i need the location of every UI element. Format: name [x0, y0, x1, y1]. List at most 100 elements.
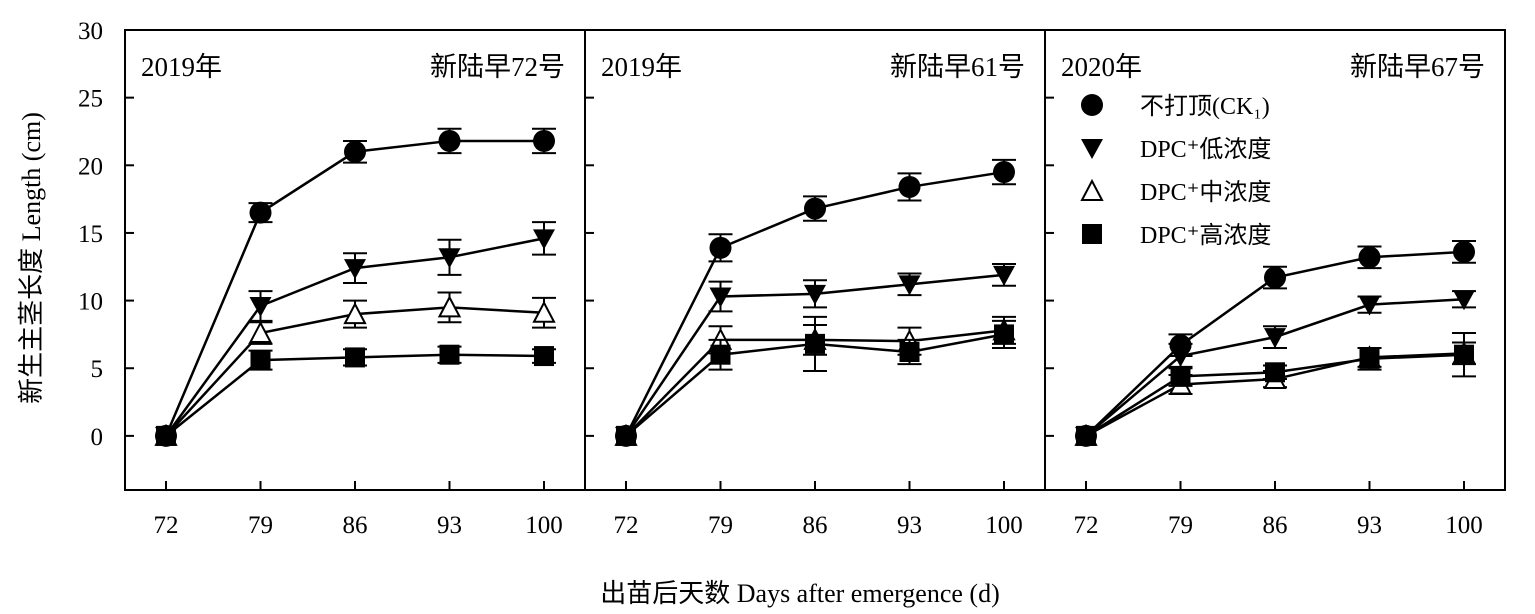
triangle-down-marker — [804, 284, 826, 305]
circle-marker — [898, 175, 921, 198]
circle-marker — [709, 236, 732, 259]
data-point — [1264, 266, 1286, 289]
triangle-down-marker — [709, 287, 732, 308]
data-point — [1453, 240, 1475, 263]
data-point — [1358, 246, 1381, 269]
circle-marker — [249, 201, 272, 224]
y-tick-label: 25 — [78, 86, 103, 113]
y-tick-label: 5 — [91, 356, 104, 383]
data-point — [709, 236, 732, 259]
series-1 — [155, 127, 556, 447]
series-4 — [1076, 332, 1476, 446]
y-axis-title: 新生主茎长度 Length (cm) — [17, 112, 46, 404]
x-tick-label: 100 — [525, 512, 563, 539]
y-tick-label: 15 — [78, 221, 103, 248]
legend-entry-3: DPC⁺中浓度 — [1080, 178, 1271, 206]
data-point — [994, 324, 1014, 345]
triangle-up-marker — [1080, 178, 1104, 201]
legend: 不打顶(CK₁) DPC⁺低浓度 DPC⁺中浓度 DPC⁺高浓度 — [1080, 93, 1271, 249]
x-tick-label: 79 — [708, 512, 733, 539]
chart-panels: 0 5 10 15 20 25 30 72 79 86 93 100 2019年 新陆早72号 72 79 86… — [78, 18, 1506, 539]
circle-marker — [438, 129, 461, 152]
circle-marker — [1453, 240, 1475, 263]
data-point — [438, 129, 461, 152]
data-point — [439, 344, 460, 365]
data-point — [804, 197, 826, 220]
x-tick-label: 100 — [985, 512, 1023, 539]
y-tick-label: 30 — [78, 18, 103, 45]
triangle-down-marker — [438, 248, 461, 269]
triangle-down-marker — [249, 297, 272, 317]
panel-year-label: 2019年 — [601, 52, 682, 82]
circle-marker — [344, 140, 366, 163]
square-marker — [1454, 344, 1474, 365]
square-marker — [710, 344, 731, 365]
data-point — [898, 175, 921, 198]
x-tick-label: 100 — [1445, 512, 1483, 539]
square-marker — [534, 346, 554, 367]
circle-marker — [1358, 246, 1381, 269]
data-point — [898, 275, 921, 296]
data-point — [343, 301, 367, 325]
x-tick-label: 79 — [1168, 512, 1193, 539]
triangle-up-marker — [532, 300, 556, 323]
series-2 — [155, 221, 556, 447]
square-marker — [345, 347, 365, 368]
triangle-down-marker — [1169, 347, 1192, 368]
square-marker — [899, 342, 920, 362]
data-point — [249, 201, 272, 224]
data-point — [437, 295, 462, 318]
legend-label: DPC⁺中浓度 — [1140, 179, 1271, 206]
x-tick-label: 72 — [1074, 512, 1099, 539]
panel-1: 72 79 86 93 100 2019年 新陆早72号 — [141, 52, 565, 539]
x-axis-title: 出苗后天数 Days after emergence (d) — [600, 579, 999, 608]
circle-marker — [1081, 94, 1103, 116]
data-point — [1359, 348, 1380, 369]
x-tick-label: 93 — [1357, 512, 1382, 539]
y-tick-label: 20 — [78, 153, 103, 180]
data-point — [250, 350, 271, 371]
data-point — [709, 287, 732, 308]
square-marker — [994, 324, 1014, 345]
data-point — [533, 129, 555, 152]
square-marker — [1265, 362, 1285, 383]
data-point — [1358, 295, 1381, 316]
data-point — [1264, 328, 1286, 349]
data-point — [805, 333, 825, 354]
x-tick-label: 86 — [1263, 512, 1288, 539]
square-marker — [156, 425, 176, 446]
data-point — [344, 140, 366, 163]
data-point — [616, 425, 636, 446]
x-tick-label: 72 — [614, 512, 639, 539]
square-marker — [250, 350, 271, 371]
panel-2: 72 79 86 93 100 2019年 新陆早61号 — [601, 52, 1025, 539]
data-point — [532, 300, 556, 323]
panel-3: 72 79 86 93 100 2020年 新陆早67号 — [1061, 52, 1485, 539]
legend-entry-2: DPC⁺低浓度 — [1081, 136, 1271, 163]
circle-marker — [1264, 266, 1286, 289]
circle-marker — [993, 161, 1015, 184]
data-point — [1169, 347, 1192, 368]
plot-frame — [124, 29, 1506, 491]
legend-marker — [1081, 139, 1103, 159]
data-point — [534, 346, 554, 367]
data-point — [1076, 425, 1096, 446]
square-marker — [439, 344, 460, 365]
x-tick-label: 79 — [248, 512, 273, 539]
y-tick-label: 0 — [91, 424, 104, 451]
x-tick-label: 86 — [803, 512, 828, 539]
legend-marker — [1080, 178, 1104, 201]
triangle-down-marker — [898, 275, 921, 296]
square-marker — [1076, 425, 1096, 446]
data-point — [344, 259, 366, 280]
data-point — [533, 229, 555, 250]
data-point — [1170, 366, 1191, 387]
x-tick-label: 72 — [154, 512, 179, 539]
data-point — [1265, 362, 1285, 383]
data-point — [993, 161, 1015, 184]
data-point — [249, 297, 272, 317]
triangle-down-marker — [1453, 290, 1475, 311]
data-point — [710, 344, 731, 365]
triangle-down-marker — [1264, 328, 1286, 349]
square-marker — [1082, 224, 1102, 244]
